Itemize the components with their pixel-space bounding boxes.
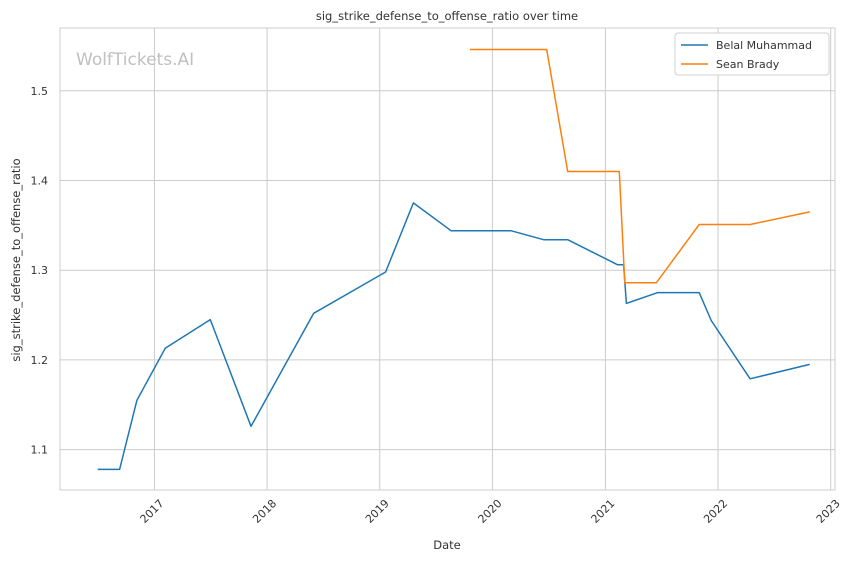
x-tick-label: 2019 (363, 497, 392, 526)
watermark: WolfTickets.AI (76, 50, 194, 70)
x-tick-label: 2020 (476, 497, 505, 526)
series-line-belal-muhammad (97, 202, 810, 471)
series-line-sean-brady (469, 48, 810, 284)
x-tick-label: 2022 (701, 497, 730, 526)
chart-title: sig_strike_defense_to_offense_ratio over… (316, 9, 578, 23)
x-axis-label: Date (433, 538, 461, 552)
y-tick-label: 1.4 (31, 175, 49, 188)
x-tick-label: 2018 (250, 497, 279, 526)
y-tick-label: 1.2 (31, 354, 49, 367)
series-lines (97, 48, 810, 471)
x-tick-label: 2023 (814, 497, 843, 526)
y-axis-label: sig_strike_defense_to_offense_ratio (9, 158, 23, 361)
y-tick-label: 1.3 (31, 264, 49, 277)
x-tick-label: 2017 (138, 497, 167, 526)
legend-label-belal-muhammad: Belal Muhammad (716, 39, 812, 52)
plot-background (59, 27, 836, 491)
y-tick-label: 1.5 (31, 85, 49, 98)
grid (60, 28, 835, 490)
y-tick-labels: 1.1 1.2 1.3 1.4 1.5 (31, 85, 49, 457)
legend-box (674, 32, 830, 76)
legend-label-sean-brady: Sean Brady (716, 58, 780, 71)
legend: Belal Muhammad Sean Brady (674, 32, 830, 76)
x-tick-label: 2021 (589, 497, 618, 526)
y-tick-label: 1.1 (31, 444, 49, 457)
x-tick-labels: 2017 2018 2019 2020 2021 2022 2023 (138, 497, 843, 526)
